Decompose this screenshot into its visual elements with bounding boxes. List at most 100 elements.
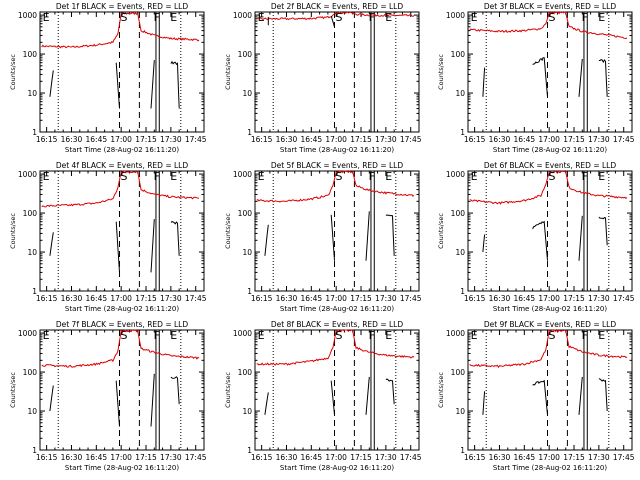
y-tick-label: 10: [27, 248, 37, 257]
y-tick-label: 1000: [233, 170, 252, 179]
x-axis-label: Start Time (28-Aug-02 16:11:20): [65, 464, 179, 472]
x-axis-label: Start Time (28-Aug-02 16:11:20): [65, 146, 179, 154]
plot-frame: [39, 329, 205, 451]
y-tick-label: 1000: [446, 329, 465, 338]
time-marker-label: F: [582, 170, 588, 183]
panel-title: Det 3f BLACK = Events, RED = LLD: [484, 2, 617, 11]
y-tick-label: 10: [242, 89, 252, 98]
x-tick-label: 17:15: [563, 453, 585, 462]
x-tick-label: 17:15: [563, 135, 585, 144]
lld-series-line: [41, 170, 200, 208]
lld-series-line: [256, 170, 415, 203]
panel-6: Det 6f BLACK = Events, RED = LLD 1 10 100 10…: [437, 161, 635, 313]
y-tick-label: 1: [32, 287, 37, 296]
x-tick-label: 17:45: [613, 453, 635, 462]
events-series-line: [482, 234, 486, 253]
time-marker-label: E: [385, 170, 392, 183]
time-marker-label: F: [369, 11, 375, 24]
y-tick-label: 1: [247, 446, 252, 455]
x-tick-label: 16:15: [36, 135, 58, 144]
time-marker-label: S: [549, 170, 556, 183]
y-axis-label: Counts/sec: [224, 54, 232, 90]
lld-series-line: [41, 329, 200, 368]
plot-frame: [467, 170, 633, 292]
panel-7: Det 7f BLACK = Events, RED = LLD 1 10 100 10…: [9, 320, 207, 472]
lld-series-line: [469, 329, 628, 369]
events-series-line: [170, 376, 180, 405]
time-marker-label: S: [336, 329, 343, 342]
events-series-line: [598, 59, 608, 97]
time-marker-label: E: [43, 329, 50, 342]
time-marker-label: F: [369, 170, 375, 183]
x-tick-label: 16:45: [301, 294, 323, 303]
events-series-line: [115, 62, 120, 109]
y-tick-label: 100: [23, 209, 38, 218]
x-tick-label: 17:45: [613, 294, 635, 303]
events-series-line: [264, 392, 269, 415]
panel-title: Det 2f BLACK = Events, RED = LLD: [271, 2, 404, 11]
events-series-line: [170, 60, 180, 109]
panel-title: Det 7f BLACK = Events, RED = LLD: [56, 320, 189, 329]
y-tick-label: 1: [32, 128, 37, 137]
x-tick-label: 17:30: [588, 135, 610, 144]
time-marker-label: E: [385, 11, 392, 24]
events-series-line: [330, 214, 335, 261]
x-tick-label: 17:00: [538, 135, 560, 144]
panel-4: Det 4f BLACK = Events, RED = LLD 1 10 100 10…: [9, 161, 207, 313]
y-tick-label: 100: [238, 368, 253, 377]
time-marker-label: S: [121, 329, 128, 342]
events-series-line: [532, 220, 548, 261]
x-tick-label: 17:30: [160, 453, 182, 462]
x-tick-label: 16:45: [514, 294, 536, 303]
x-tick-label: 17:45: [185, 135, 207, 144]
y-tick-label: 100: [451, 50, 466, 59]
y-tick-label: 1: [247, 287, 252, 296]
x-tick-label: 16:30: [276, 135, 298, 144]
time-marker-label: F: [154, 11, 160, 24]
events-series-line: [115, 380, 120, 427]
events-series-line: [150, 373, 155, 427]
x-tick-label: 17:30: [375, 453, 397, 462]
x-axis-label: Start Time (28-Aug-02 16:11:20): [280, 146, 394, 154]
x-tick-label: 17:30: [160, 294, 182, 303]
events-series-line: [482, 391, 486, 415]
y-tick-label: 1: [32, 446, 37, 455]
plot-frame: [254, 329, 420, 451]
x-tick-label: 17:15: [350, 294, 372, 303]
plot-frame: [467, 329, 633, 451]
y-axis-label: Counts/sec: [9, 213, 17, 249]
x-tick-label: 17:45: [400, 135, 422, 144]
y-tick-label: 100: [238, 50, 253, 59]
events-series-line: [598, 378, 608, 412]
x-tick-label: 17:00: [538, 453, 560, 462]
y-tick-label: 1: [460, 128, 465, 137]
panel-title: Det 6f BLACK = Events, RED = LLD: [484, 161, 617, 170]
x-tick-label: 16:45: [301, 453, 323, 462]
events-series-line: [365, 376, 370, 415]
x-tick-label: 16:15: [464, 135, 486, 144]
events-series-line: [598, 216, 608, 246]
x-tick-label: 17:30: [375, 294, 397, 303]
time-marker-label: E: [43, 170, 50, 183]
x-axis-label: Start Time (28-Aug-02 16:11:20): [493, 146, 607, 154]
panel-1: Det 1f BLACK = Events, RED = LLD 1 10 100 10…: [9, 2, 207, 154]
x-tick-label: 16:15: [464, 294, 486, 303]
x-tick-label: 16:15: [251, 453, 273, 462]
x-tick-label: 16:45: [514, 453, 536, 462]
events-series-line: [330, 380, 335, 415]
panel-title: Det 5f BLACK = Events, RED = LLD: [271, 161, 404, 170]
plot-frame: [39, 11, 205, 133]
time-marker-label: E: [471, 170, 478, 183]
y-tick-label: 10: [455, 89, 465, 98]
time-marker-label: S: [336, 11, 343, 24]
plot-frame: [254, 11, 420, 133]
events-series-line: [578, 215, 583, 261]
x-tick-label: 16:45: [86, 135, 108, 144]
time-marker-label: E: [170, 170, 177, 183]
y-tick-label: 10: [27, 407, 37, 416]
panel-3: Det 3f BLACK = Events, RED = LLD 1 10 100 10…: [437, 2, 635, 154]
panel-5: Det 5f BLACK = Events, RED = LLD 1 10 100 10…: [224, 161, 422, 313]
time-marker-label: E: [598, 11, 605, 24]
y-axis-label: Counts/sec: [9, 372, 17, 408]
events-series-line: [385, 214, 395, 256]
